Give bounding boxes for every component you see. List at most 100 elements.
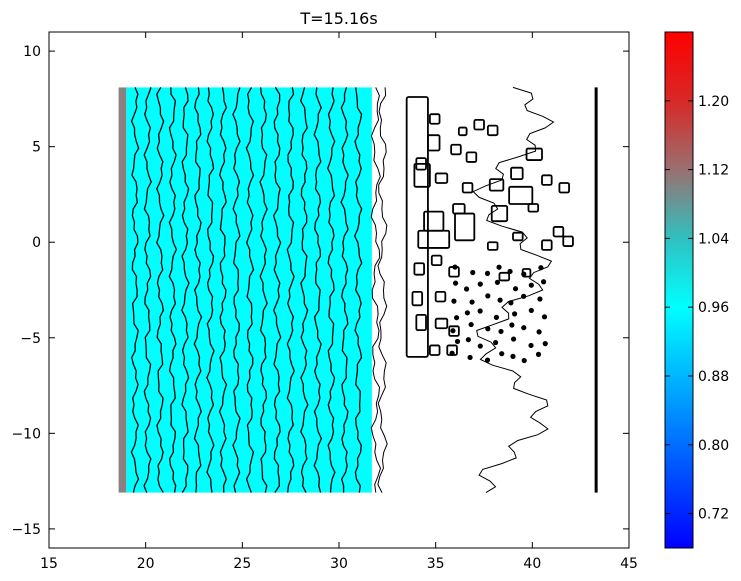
building-outline bbox=[411, 291, 424, 307]
building-dot bbox=[512, 311, 518, 317]
building-dot bbox=[485, 293, 491, 299]
building-dot bbox=[496, 264, 502, 270]
wave-contour bbox=[168, 87, 178, 493]
x-tick-label: 20 bbox=[137, 556, 155, 572]
building-dot bbox=[540, 279, 547, 285]
building-dot bbox=[521, 357, 527, 364]
colorbar-tick-label: 1.20 bbox=[698, 94, 729, 110]
wave-contour bbox=[353, 87, 363, 493]
building-outline bbox=[434, 291, 447, 303]
harbor-structure bbox=[405, 96, 429, 358]
building-outline bbox=[434, 317, 449, 330]
building-dot bbox=[521, 271, 527, 277]
shoreline-contour bbox=[370, 87, 382, 493]
building-dot bbox=[541, 314, 548, 320]
building-outline bbox=[461, 182, 474, 194]
building-dot bbox=[542, 341, 548, 347]
building-dot bbox=[494, 279, 501, 285]
colorbar-tick-label: 0.88 bbox=[698, 369, 729, 385]
building-outline bbox=[486, 241, 499, 251]
building-dot bbox=[452, 280, 459, 286]
building-dot bbox=[454, 338, 461, 345]
y-tick-label: −10 bbox=[11, 426, 41, 442]
building-outline bbox=[413, 162, 431, 188]
building-outline bbox=[508, 185, 534, 205]
building-dot bbox=[510, 353, 516, 359]
building-dot bbox=[497, 297, 503, 303]
building-dot bbox=[512, 286, 519, 292]
boundary-strip bbox=[118, 87, 127, 493]
x-tick-label: 35 bbox=[427, 556, 445, 572]
building-outline bbox=[448, 325, 460, 337]
building-dot bbox=[536, 329, 542, 335]
colorbar-tick-label: 0.96 bbox=[698, 300, 729, 316]
building-dot bbox=[449, 350, 455, 356]
wave-contour bbox=[272, 87, 282, 493]
building-dot bbox=[453, 315, 460, 321]
building-outline bbox=[423, 210, 445, 232]
building-outline bbox=[490, 205, 509, 223]
y-tick-label: 10 bbox=[23, 44, 41, 60]
wave-contour bbox=[286, 87, 296, 493]
shoreline-contour bbox=[377, 87, 388, 493]
building-outline bbox=[525, 147, 543, 161]
building-outline bbox=[428, 344, 441, 356]
building-outline bbox=[498, 271, 511, 282]
wave-contour bbox=[143, 87, 152, 493]
colorbar-tick-label: 0.80 bbox=[698, 438, 729, 454]
building-outline bbox=[415, 313, 427, 332]
building-outline bbox=[552, 226, 565, 238]
building-dot bbox=[450, 328, 456, 334]
building-dot bbox=[508, 300, 514, 306]
y-tick-label: −15 bbox=[11, 522, 41, 538]
building-dot bbox=[528, 282, 534, 288]
building-outline bbox=[510, 166, 524, 181]
wave-contour bbox=[245, 87, 255, 493]
building-dot bbox=[465, 337, 471, 343]
wave-contour bbox=[313, 87, 323, 493]
building-dot bbox=[464, 310, 470, 316]
building-outline bbox=[527, 203, 540, 213]
building-dot bbox=[477, 308, 483, 314]
building-dot bbox=[499, 351, 505, 357]
building-dot bbox=[528, 307, 534, 314]
building-outline bbox=[486, 124, 499, 137]
colorbar bbox=[664, 31, 694, 549]
wave-contour bbox=[299, 87, 309, 493]
building-dot bbox=[470, 269, 476, 276]
building-dot bbox=[509, 322, 515, 328]
building-dot bbox=[498, 328, 504, 335]
building-dot bbox=[485, 326, 491, 332]
building-dot bbox=[452, 264, 458, 270]
building-outline bbox=[488, 178, 505, 192]
building-dot bbox=[521, 293, 527, 299]
wave-contour bbox=[340, 87, 349, 493]
colorbar-tick-label: 0.72 bbox=[698, 507, 729, 523]
building-outline bbox=[541, 174, 553, 186]
building-outline bbox=[413, 262, 425, 276]
x-tick-label: 45 bbox=[620, 556, 638, 572]
building-outline bbox=[430, 254, 443, 267]
building-outline bbox=[473, 119, 485, 131]
wave-contour bbox=[156, 87, 165, 493]
building-outline bbox=[512, 231, 524, 242]
building-outline bbox=[427, 134, 441, 152]
building-dot bbox=[510, 336, 517, 342]
wave-contour bbox=[326, 87, 336, 493]
x-tick-label: 25 bbox=[233, 556, 251, 572]
x-tick-label: 40 bbox=[523, 556, 541, 572]
x-tick-label: 30 bbox=[330, 556, 348, 572]
wave-contour bbox=[181, 87, 190, 493]
building-outline bbox=[457, 126, 468, 137]
building-dot bbox=[537, 296, 543, 302]
building-outline bbox=[558, 182, 570, 194]
wave-contour bbox=[232, 87, 241, 493]
wave-contour bbox=[259, 87, 268, 493]
building-dot bbox=[467, 354, 473, 361]
building-dot bbox=[468, 321, 474, 328]
land-contour bbox=[472, 86, 555, 494]
building-dot bbox=[451, 298, 457, 304]
building-dot bbox=[538, 265, 544, 271]
y-tick-label: −5 bbox=[20, 331, 41, 347]
